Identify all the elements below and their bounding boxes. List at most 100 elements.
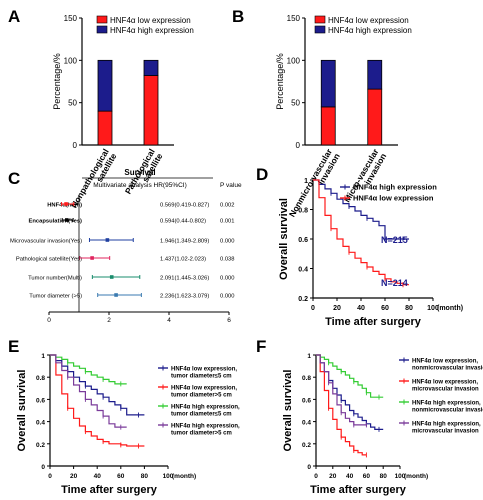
y-tick-label: 0.4 xyxy=(298,267,308,274)
panel-label-a: A xyxy=(8,7,20,26)
x-tick-label: 0 xyxy=(311,305,315,312)
forest-x-tick-label: 6 xyxy=(227,317,231,324)
forest-x-tick-label: 0 xyxy=(47,317,51,324)
legend-label: HNF4α high expression, tumor diameter≤5 c… xyxy=(171,405,240,418)
legend-label: HNF4α low expression xyxy=(110,16,191,25)
y-tick-label: 0.4 xyxy=(36,420,45,427)
x-tick-label: 20 xyxy=(329,473,337,480)
y-tick-label: 0 xyxy=(41,464,45,471)
x-tick-label: 20 xyxy=(333,305,341,312)
panel-label-f: F xyxy=(256,337,266,356)
survival-curve-2 xyxy=(50,354,145,447)
x-tick-label: 0 xyxy=(314,473,318,480)
panel-label-b: B xyxy=(232,7,244,26)
y-tick-label: 0.6 xyxy=(302,397,311,404)
legend-label: HNF4α low expression, tumor diameter>5 cm xyxy=(171,386,237,399)
y-tick-label: 50 xyxy=(291,99,300,108)
x-axis-title: Time after surgery xyxy=(61,484,158,496)
bar-high-expression xyxy=(143,59,159,76)
y-axis-label: Percentage/% xyxy=(275,53,285,110)
bar-high-expression xyxy=(320,59,336,108)
x-axis-title: Time after surgery xyxy=(310,484,407,496)
x-tick-label: 100 xyxy=(395,473,406,480)
legend-swatch xyxy=(314,25,326,34)
x-tick-label: 60 xyxy=(117,473,125,480)
y-tick-label: 0 xyxy=(296,141,301,150)
forest-point xyxy=(105,238,110,242)
survival-curve-3 xyxy=(316,354,384,398)
legend-label: HNF4α high expression xyxy=(328,26,412,35)
legend-label: HNF4α high expression xyxy=(353,183,437,192)
forest-p-value: 0.038 xyxy=(220,257,235,263)
legend-label: HNF4α low expression, tumor diameter≤5 cm xyxy=(171,367,237,380)
y-axis-label: Percentage/% xyxy=(52,53,62,110)
panel-label-d: D xyxy=(256,165,268,184)
survival-curve-1 xyxy=(50,354,145,416)
forest-row-label: Microvascular invasion(Yes) xyxy=(10,239,82,245)
y-tick-label: 0 xyxy=(307,464,311,471)
legend-swatch xyxy=(314,15,326,24)
x-tick-label: 0 xyxy=(48,473,52,480)
y-tick-label: 0.2 xyxy=(302,442,311,449)
forest-p-value: 0.002 xyxy=(220,203,235,209)
y-tick-label: 150 xyxy=(64,14,78,23)
x-tick-label: 100 xyxy=(163,473,174,480)
forest-hr-text: 0.594(0.44-0.802) xyxy=(160,219,206,225)
y-tick-label: 0 xyxy=(73,141,78,150)
y-tick-label: 1 xyxy=(304,178,308,185)
forest-row-label: Encapsulation(Yes) xyxy=(29,219,83,225)
forest-hr-text: 2.091(1.445-3.026) xyxy=(160,276,209,282)
y-axis-title: Overall survival xyxy=(16,370,28,452)
sample-size-annotation: N=215 xyxy=(381,235,408,245)
x-axis-unit: (month) xyxy=(437,305,463,312)
y-tick-label: 1 xyxy=(41,353,45,360)
y-tick-label: 0.8 xyxy=(36,375,45,382)
x-tick-label: 80 xyxy=(380,473,388,480)
panel-label-c: C xyxy=(8,169,20,188)
survival-curve-1 xyxy=(313,179,409,240)
bar-low-expression xyxy=(97,110,113,146)
panel-label-e: E xyxy=(8,337,19,356)
forest-hr-text: 2.236(1.623-3.079) xyxy=(160,294,209,300)
forest-point xyxy=(90,256,94,260)
survival-curve-2 xyxy=(316,354,367,456)
x-tick-label: 100 xyxy=(427,305,439,312)
x-tick-label: 80 xyxy=(141,473,149,480)
panel-f-survival-chart: 0 0.2 0.4 0.6 0.8 1 0 20 40 60 80 100(month) Time af… xyxy=(282,353,483,496)
x-axis-unit: (month) xyxy=(404,473,428,480)
x-category-label: Nonmicro-vascularinvasion xyxy=(287,146,342,223)
x-tick-label: 40 xyxy=(346,473,354,480)
y-tick-label: 150 xyxy=(287,14,301,23)
x-axis-unit: (month) xyxy=(172,473,196,480)
forest-hr-text: 1.437(1.02-2.023) xyxy=(160,257,206,263)
forest-point xyxy=(64,202,68,206)
forest-p-value: 0.000 xyxy=(220,294,235,300)
legend-label: HNF4α low expression xyxy=(328,16,409,25)
forest-p-value: 0.000 xyxy=(220,276,235,282)
legend-label: HNF4α high expression, nonmicrovascular i… xyxy=(412,401,483,414)
forest-row-label: Tumor number(Multi) xyxy=(28,276,82,282)
y-tick-label: 50 xyxy=(68,99,77,108)
bar-high-expression xyxy=(97,59,113,112)
forest-p-value: 0.001 xyxy=(220,219,235,225)
forest-header-p: P value xyxy=(220,182,242,189)
bar-low-expression xyxy=(143,75,159,146)
legend-label: HNF4α low expression, nonmicrovascular in… xyxy=(412,359,483,372)
panel-b-bar-chart: 0 50 100 150 Percentage/% Nonmicro-vascularin… xyxy=(275,14,412,223)
x-tick-label: 60 xyxy=(363,473,371,480)
forest-row-label: Pathological satellite(Yes) xyxy=(16,257,82,263)
x-tick-label: 80 xyxy=(405,305,413,312)
x-tick-label: 40 xyxy=(357,305,365,312)
survival-curve-2 xyxy=(313,179,409,286)
forest-x-tick-label: 4 xyxy=(167,317,171,324)
panel-e-survival-chart: 0 0.2 0.4 0.6 0.8 1 0 20 40 60 80 100(month) Time af… xyxy=(16,353,240,496)
legend-label: HNF4α low expression xyxy=(353,194,434,203)
legend-label: HNF4α low expression, microvascular invas… xyxy=(412,380,479,393)
forest-hr-text: 0.569(0.419-0.827) xyxy=(160,203,209,209)
y-tick-label: 0.4 xyxy=(302,420,311,427)
forest-header-hr: Multivariate analysis HR(95%CI) xyxy=(93,182,187,189)
forest-row-label: Tumor diameter (>5) xyxy=(29,294,82,300)
bar-high-expression xyxy=(367,59,383,90)
legend-label: HNF4α high expression, microvascular inva… xyxy=(412,422,481,435)
legend-swatch xyxy=(96,15,108,24)
